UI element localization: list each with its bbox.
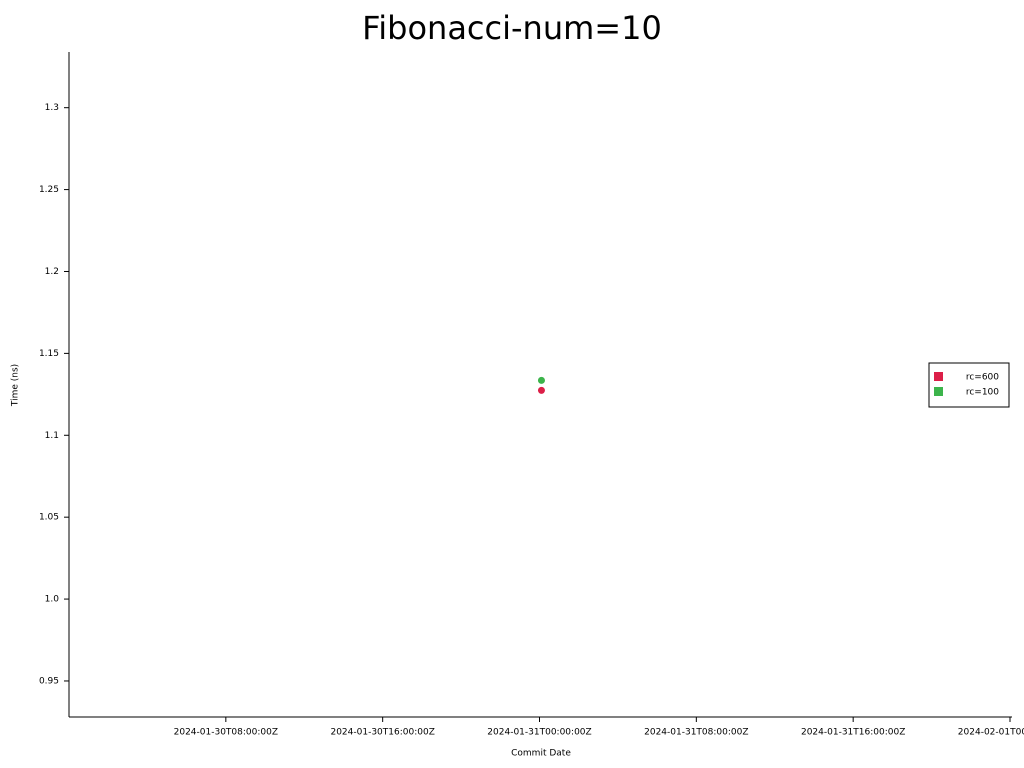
- legend-box: [928, 362, 1010, 408]
- y-tick-label: 1.15: [39, 349, 59, 359]
- x-tick-label: 2024-02-01T00:00:00Z: [958, 728, 1024, 738]
- y-tick-label: 1.1: [45, 431, 59, 441]
- y-tick-label: 0.95: [39, 676, 59, 686]
- y-tick-label: 1.05: [39, 513, 59, 523]
- x-tick-label: 2024-01-31T16:00:00Z: [801, 728, 905, 738]
- legend-swatch: [934, 372, 943, 381]
- x-tick-label: 2024-01-31T00:00:00Z: [487, 728, 591, 738]
- x-tick-label: 2024-01-30T16:00:00Z: [330, 728, 434, 738]
- legend-label: rc=100: [966, 388, 999, 398]
- y-tick-label: 1.2: [45, 267, 59, 277]
- data-point: [537, 386, 545, 394]
- data-point: [537, 376, 545, 384]
- legend-label: rc=600: [966, 373, 999, 383]
- x-axis-label: Commit Date: [511, 749, 571, 759]
- y-tick-label: 1.3: [45, 103, 59, 113]
- chart-title: Fibonacci-num=10: [362, 9, 662, 47]
- y-tick-label: 1.25: [39, 185, 59, 195]
- legend-swatch: [934, 387, 943, 396]
- y-axis-label: Time (ns): [11, 364, 21, 407]
- x-tick-label: 2024-01-30T08:00:00Z: [174, 728, 278, 738]
- y-tick-label: 1.0: [45, 595, 60, 605]
- x-tick-label: 2024-01-31T08:00:00Z: [644, 728, 748, 738]
